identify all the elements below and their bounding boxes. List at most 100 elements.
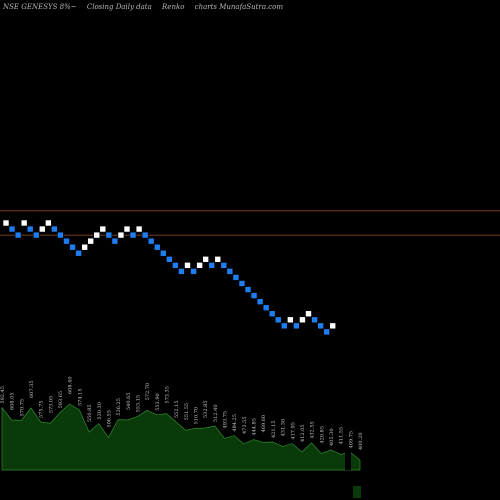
chart-header: NSE GENESYS 8%~ Closing Daily data Renko… (3, 3, 497, 11)
volume-price-label: 530.30 (97, 402, 103, 420)
renko-brick-down (238, 280, 246, 287)
volume-price-label: 405.30 (329, 429, 335, 447)
renko-brick-up (184, 262, 191, 269)
renko-brick-down (190, 268, 197, 275)
volume-price-label: 540.65 (126, 393, 132, 411)
renko-brick-up (287, 316, 294, 324)
renko-brick-up (329, 322, 337, 330)
renko-brick-down (220, 262, 228, 269)
volume-price-label: 574.15 (77, 389, 83, 407)
renko-brick-down (153, 243, 161, 251)
renko-brick-up (87, 237, 94, 245)
renko-brick-down (166, 255, 173, 263)
volume-price-label: 552.15 (174, 401, 180, 419)
volume-price-label: 592.45 (0, 386, 6, 404)
volume-price-label: 400.20 (358, 433, 364, 451)
renko-brick-up (214, 255, 222, 263)
renko-brick-down (26, 225, 34, 233)
watermark-label: charts MunafaSutra.com (194, 3, 283, 11)
volume-area-fill (1, 403, 361, 471)
volume-price-label: 575.75 (39, 401, 45, 419)
volume-price-label: 573.05 (48, 396, 54, 414)
volume-price-label: 551.55 (184, 403, 190, 421)
renko-brick-up (38, 225, 46, 233)
volume-price-label: 444.85 (252, 418, 258, 436)
volume-price-label: 553.15 (136, 395, 142, 413)
renko-brick-up (45, 219, 52, 227)
renko-brick-down (69, 243, 76, 251)
volume-price-label: 607.35 (29, 381, 35, 399)
renko-brick-down (63, 237, 70, 245)
volume-price-label: 420.85 (319, 426, 325, 444)
renko-brick-up (202, 255, 209, 263)
renko-brick-down (32, 231, 40, 239)
renko-brick-down (178, 268, 185, 275)
renko-brick-down (57, 231, 64, 239)
renko-brick-up (305, 310, 312, 318)
renko-brick-down (323, 328, 330, 336)
volume-price-label: 510.70 (194, 407, 200, 425)
renko-bricks (2, 219, 337, 336)
renko-brick-down (75, 249, 82, 257)
renko-brick-down (244, 286, 252, 293)
renko-brick-down (14, 231, 22, 239)
volume-area: 592.45 608.05 570.75 607.35 575.75 573.05 593.… (0, 377, 364, 498)
volume-price-label: 573.35 (165, 386, 171, 404)
renko-brick-down (141, 231, 149, 239)
volume-price-label: 550.85 (87, 405, 93, 423)
renko-brick-down (268, 310, 276, 318)
renko-brick-down (111, 237, 119, 245)
volume-price-label: 493.75 (223, 411, 229, 429)
renko-brick-up (123, 225, 131, 233)
volume-price-label: 431.30 (281, 419, 287, 437)
symbol-label: NSE GENESYS 8%~ (3, 3, 77, 11)
renko-brick-down (274, 316, 282, 324)
renko-brick-down (317, 322, 324, 330)
volume-price-label: 532.85 (203, 401, 209, 419)
volume-price-label: 473.55 (242, 417, 248, 435)
volume-price-label: 512.40 (213, 405, 219, 423)
volume-spike (353, 486, 361, 498)
renko-brick-down (311, 316, 318, 324)
renko-brick-up (299, 316, 306, 324)
renko-brick-up (81, 243, 88, 251)
renko-brick-up (93, 231, 101, 239)
renko-brick-down (129, 231, 137, 239)
renko-brick-down (147, 237, 155, 245)
renko-brick-down (256, 298, 264, 305)
renko-brick-down (226, 268, 234, 275)
volume-price-label: 421.15 (271, 421, 277, 439)
volume-price-label: 572.70 (145, 383, 151, 401)
volume-price-label: 412.05 (300, 425, 306, 443)
renko-brick-down (160, 249, 167, 257)
renko-brick-up (196, 262, 203, 269)
renko-brick-down (262, 304, 270, 312)
renko-brick-down (250, 292, 258, 299)
renko-brick-up (117, 231, 125, 239)
volume-price-label: 506.55 (106, 410, 112, 428)
renko-brick-up (99, 225, 107, 233)
renko-brick-up (135, 225, 143, 233)
volume-price-label: 432.55 (310, 421, 316, 439)
volume-price-label: 608.40 (68, 377, 74, 395)
renko-brick-down (172, 262, 179, 269)
renko-brick-down (51, 225, 58, 233)
renko-brick-up (20, 219, 28, 227)
chart-kind-label: Renko (162, 3, 185, 11)
renko-brick-down (8, 225, 16, 233)
volume-spike (345, 452, 351, 470)
renko-brick-down (293, 322, 300, 330)
renko-brick-down (208, 262, 215, 269)
renko-brick-down (232, 274, 240, 281)
renko-brick-down (280, 322, 288, 330)
volume-price-label: 417.95 (290, 422, 296, 440)
renko-brick-up (2, 219, 10, 227)
volume-price-label: 553.90 (155, 393, 161, 411)
volume-price-label: 411.55 (339, 427, 345, 445)
volume-price-label: 484.25 (232, 414, 238, 432)
volume-price-label: 409.75 (348, 431, 354, 449)
volume-price-label: 608.05 (10, 393, 16, 411)
volume-price-label: 526.25 (116, 398, 122, 416)
level-lines (0, 210, 500, 236)
